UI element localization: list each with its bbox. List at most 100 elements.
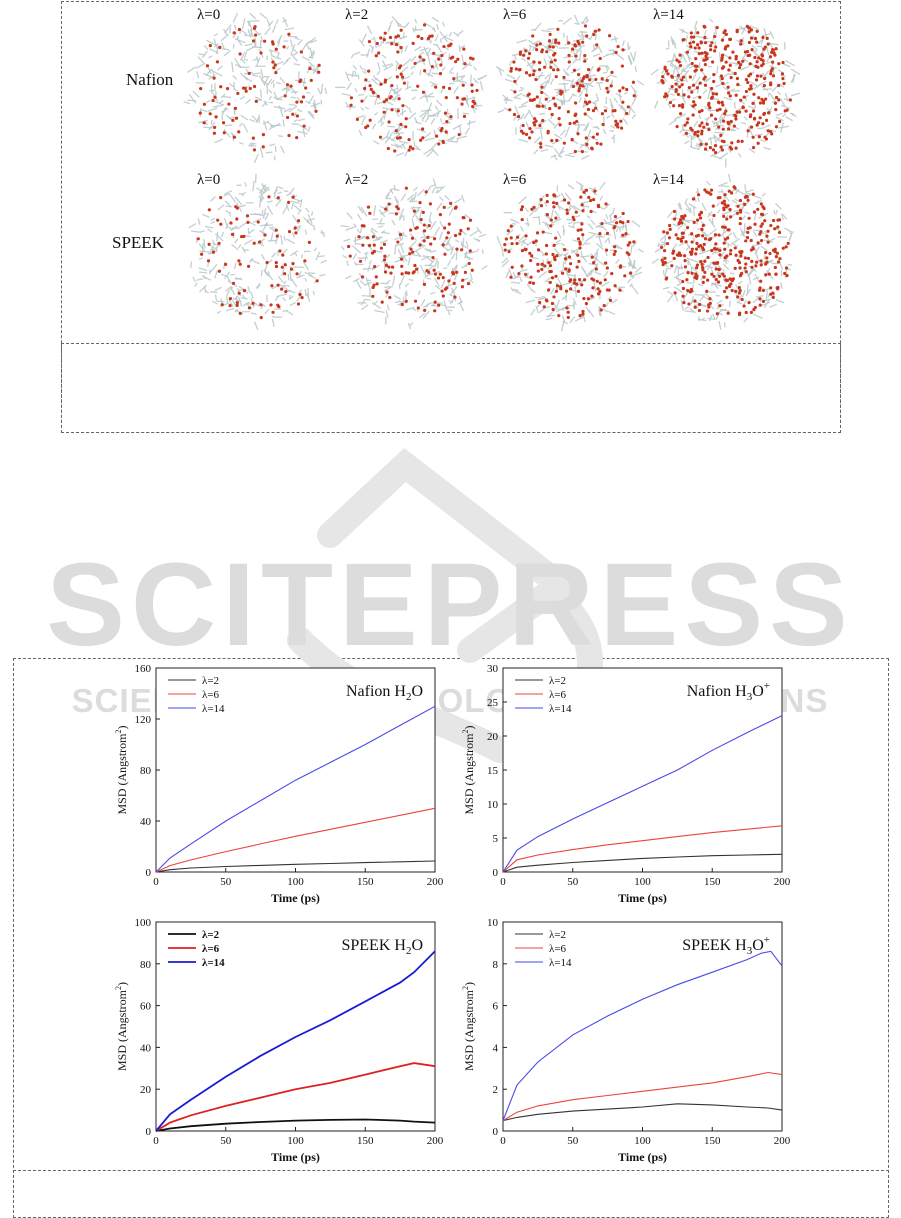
y-tick-label: 5 [493, 833, 499, 845]
nafion-snapshot-0 [183, 12, 328, 164]
series-line-2 [502, 950, 783, 1121]
series-line-2 [155, 705, 436, 873]
y-tick-label: 0 [146, 1126, 152, 1138]
x-axis-label: Time (ps) [618, 1150, 667, 1164]
y-tick-label: 100 [135, 917, 152, 929]
y-axis-label: MSD (Angstrom2) [461, 725, 476, 814]
x-tick-label: 0 [500, 876, 506, 888]
y-tick-label: 0 [146, 867, 152, 879]
x-axis-label: Time (ps) [618, 891, 667, 905]
msd-chart-speek-h2o: 0 50 100 150 200 0 20 40 60 80 100 Time (ps) MSD (An… [114, 917, 444, 1164]
legend-label: λ=14 [202, 957, 225, 969]
msd-chart-speek-h3o: 0 50 100 150 200 0 2 4 6 8 10 Time (ps) MSD (Angstro… [461, 917, 791, 1164]
series-line-2 [155, 950, 436, 1132]
x-tick-label: 200 [774, 1135, 791, 1147]
speek-snapshot-3 [651, 173, 795, 330]
x-tick-label: 100 [287, 876, 304, 888]
series-line-0 [155, 860, 436, 873]
speek-lambda-14-label: λ=14 [653, 172, 684, 188]
x-tick-label: 200 [427, 1135, 444, 1147]
x-tick-label: 50 [567, 876, 579, 888]
x-tick-label: 100 [634, 876, 651, 888]
legend-label: λ=14 [549, 957, 572, 969]
legend-label: λ=14 [202, 703, 225, 715]
series-line-2 [502, 715, 783, 873]
series-line-1 [155, 1062, 436, 1132]
y-tick-label: 25 [487, 697, 499, 709]
y-tick-label: 20 [487, 731, 499, 743]
nafion-snapshot-1 [335, 16, 488, 158]
speek-snapshot-1 [340, 178, 488, 330]
legend-label: λ=2 [549, 675, 566, 687]
nafion-lambda-6-label: λ=6 [503, 7, 527, 23]
x-tick-label: 150 [704, 876, 721, 888]
y-tick-label: 8 [493, 959, 499, 971]
x-tick-label: 150 [357, 1135, 374, 1147]
plot-area [155, 921, 436, 1132]
y-tick-label: 80 [140, 959, 152, 971]
y-tick-label: 40 [140, 816, 152, 828]
x-axis-label: Time (ps) [271, 891, 320, 905]
y-axis-label: MSD (Angstrom2) [114, 725, 129, 814]
y-tick-label: 120 [135, 714, 152, 726]
y-axis-label: MSD (Angstrom2) [461, 982, 476, 1071]
x-tick-label: 150 [704, 1135, 721, 1147]
snapshot-images [183, 12, 801, 332]
legend-label: λ=6 [202, 689, 220, 701]
series-line-0 [502, 853, 783, 873]
y-tick-label: 80 [140, 765, 152, 777]
msd-chart-nafion-h2o: 0 50 100 150 200 0 40 80 120 160 Time (ps) MSD (Ang… [114, 663, 444, 905]
y-tick-label: 6 [493, 1001, 499, 1013]
y-tick-label: 40 [140, 1042, 152, 1054]
speek-lambda-0-label: λ=0 [197, 172, 221, 188]
y-tick-label: 4 [493, 1042, 499, 1054]
x-tick-label: 50 [220, 1135, 232, 1147]
nafion-lambda-0-label: λ=0 [197, 7, 221, 23]
y-tick-label: 20 [140, 1084, 152, 1096]
chart-title: SPEEK H3O+ [682, 934, 770, 957]
row-label-speek: SPEEK [112, 233, 164, 252]
nafion-snapshot-2 [495, 14, 645, 161]
y-tick-label: 0 [493, 867, 499, 879]
nafion-lambda-14-label: λ=14 [653, 7, 684, 23]
series-line-1 [155, 807, 436, 873]
plot-area [502, 667, 783, 873]
y-tick-label: 10 [487, 799, 499, 811]
x-tick-label: 100 [634, 1135, 651, 1147]
legend-label: λ=2 [202, 929, 220, 941]
series-line-1 [502, 1071, 783, 1122]
x-tick-label: 0 [153, 876, 159, 888]
plot-area [155, 667, 436, 873]
legend-label: λ=6 [549, 689, 567, 701]
legend-label: λ=14 [549, 703, 572, 715]
y-axis-label: MSD (Angstrom2) [114, 982, 129, 1071]
row-label-nafion: Nafion [126, 70, 174, 89]
y-tick-label: 10 [487, 917, 499, 929]
x-tick-label: 50 [220, 876, 232, 888]
series-line-0 [502, 1103, 783, 1122]
series-line-0 [155, 1118, 436, 1132]
legend-label: λ=2 [549, 929, 566, 941]
watermark-main: SCITEPRESS [46, 539, 854, 671]
speek-snapshot-0 [188, 173, 327, 331]
y-tick-label: 30 [487, 663, 499, 675]
legend-label: λ=6 [202, 943, 220, 955]
top-caption-frame [61, 343, 841, 433]
chart-title: SPEEK H2O [341, 937, 423, 957]
speek-lambda-2-label: λ=2 [345, 172, 369, 188]
x-tick-label: 50 [567, 1135, 579, 1147]
x-tick-label: 200 [427, 876, 444, 888]
x-tick-label: 200 [774, 876, 791, 888]
chart-title: Nafion H3O+ [687, 680, 770, 703]
x-axis-label: Time (ps) [271, 1150, 320, 1164]
chart-title: Nafion H2O [346, 683, 423, 703]
msd-chart-nafion-h3o: 0 50 100 150 200 0 5 10 15 20 25 30 Time (ps) MSD (An… [461, 663, 791, 905]
nafion-snapshot-3 [650, 18, 801, 168]
y-tick-label: 15 [487, 765, 499, 777]
speek-lambda-6-label: λ=6 [503, 172, 527, 188]
series-line-1 [502, 825, 783, 873]
y-tick-label: 60 [140, 1001, 152, 1013]
y-tick-label: 0 [493, 1126, 499, 1138]
legend-label: λ=6 [549, 943, 567, 955]
y-tick-label: 160 [135, 663, 152, 675]
